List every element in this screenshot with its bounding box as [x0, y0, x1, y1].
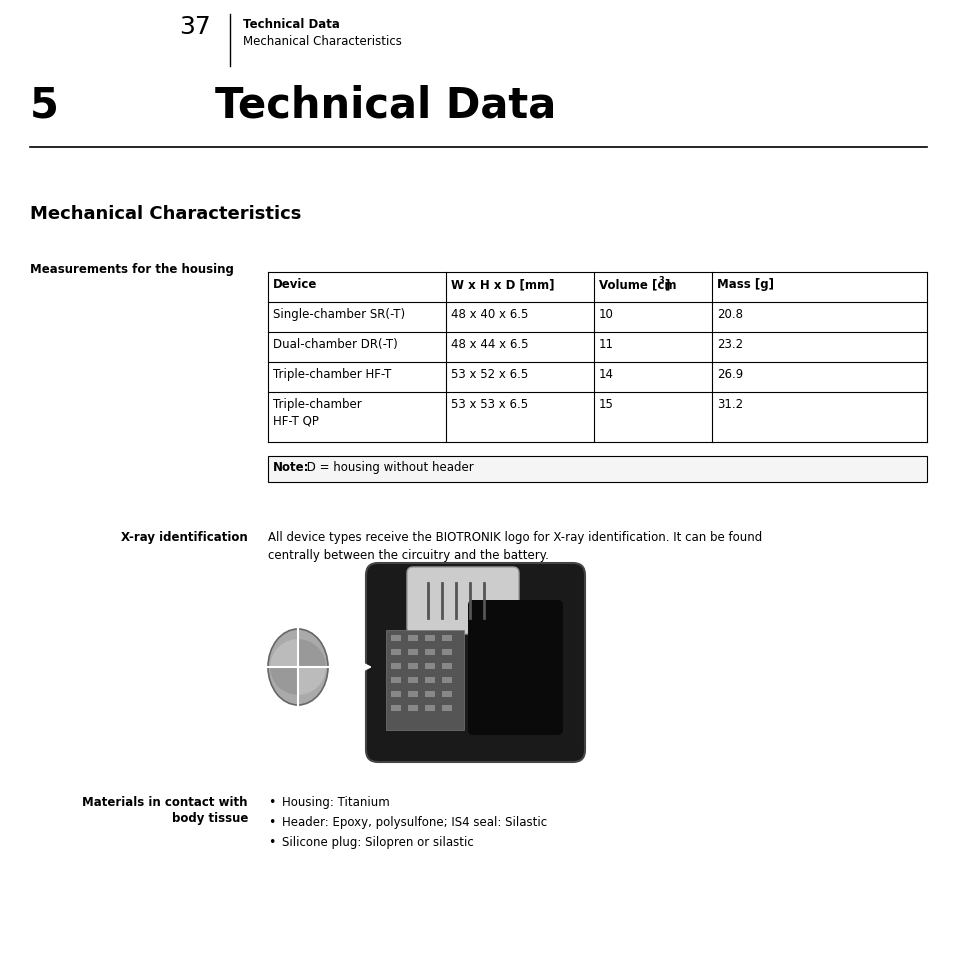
- Text: Silicone plug: Silopren or silastic: Silicone plug: Silopren or silastic: [282, 835, 474, 848]
- Bar: [386, 631, 464, 731]
- Bar: [391, 705, 401, 711]
- Text: 48 x 44 x 6.5: 48 x 44 x 6.5: [451, 337, 528, 351]
- Text: 14: 14: [599, 368, 614, 380]
- Text: Volume [cm: Volume [cm: [599, 278, 677, 290]
- Bar: [391, 663, 401, 669]
- Text: 10: 10: [599, 308, 613, 321]
- Bar: [408, 636, 418, 642]
- Text: Mechanical Characteristics: Mechanical Characteristics: [30, 204, 301, 223]
- Text: Triple-chamber HF-T: Triple-chamber HF-T: [273, 368, 391, 380]
- Text: Note:: Note:: [273, 461, 309, 473]
- Text: D = housing without header: D = housing without header: [303, 461, 474, 473]
- Text: Materials in contact with: Materials in contact with: [82, 795, 248, 808]
- Ellipse shape: [268, 630, 328, 705]
- Bar: [408, 649, 418, 655]
- Text: X-ray identification: X-ray identification: [122, 530, 248, 544]
- Bar: [425, 663, 435, 669]
- Text: All device types receive the BIOTRONIK logo for X-ray identification. It can be : All device types receive the BIOTRONIK l…: [268, 530, 762, 562]
- Text: 15: 15: [599, 398, 613, 411]
- Text: body tissue: body tissue: [171, 811, 248, 824]
- Bar: [425, 678, 435, 684]
- Text: Housing: Titanium: Housing: Titanium: [282, 795, 389, 808]
- Text: 11: 11: [599, 337, 614, 351]
- Text: •: •: [268, 816, 276, 828]
- Text: 53 x 53 x 6.5: 53 x 53 x 6.5: [451, 398, 528, 411]
- Bar: [391, 678, 401, 684]
- Text: Technical Data: Technical Data: [215, 85, 556, 127]
- Text: W x H x D [mm]: W x H x D [mm]: [451, 278, 554, 290]
- Bar: [391, 691, 401, 697]
- Text: Single-chamber SR(-T): Single-chamber SR(-T): [273, 308, 405, 321]
- Bar: [442, 649, 452, 655]
- Bar: [408, 691, 418, 697]
- Bar: [425, 691, 435, 697]
- Bar: [425, 636, 435, 642]
- Text: Triple-chamber
HF-T QP: Triple-chamber HF-T QP: [273, 398, 362, 427]
- Bar: [442, 663, 452, 669]
- Bar: [442, 705, 452, 711]
- Text: •: •: [268, 795, 276, 808]
- Wedge shape: [270, 667, 298, 695]
- Text: 31.2: 31.2: [717, 398, 744, 411]
- Text: Device: Device: [273, 278, 318, 290]
- Text: Measurements for the housing: Measurements for the housing: [30, 263, 234, 276]
- Bar: [408, 663, 418, 669]
- Text: 37: 37: [179, 15, 211, 39]
- Bar: [442, 691, 452, 697]
- Text: 23.2: 23.2: [717, 337, 744, 351]
- Text: •: •: [268, 835, 276, 848]
- Text: 20.8: 20.8: [717, 308, 743, 321]
- Text: Mass [g]: Mass [g]: [717, 278, 774, 290]
- FancyBboxPatch shape: [468, 600, 563, 735]
- Text: Dual-chamber DR(-T): Dual-chamber DR(-T): [273, 337, 398, 351]
- Bar: [408, 678, 418, 684]
- Bar: [268, 457, 927, 482]
- Wedge shape: [270, 640, 298, 667]
- Bar: [408, 705, 418, 711]
- Bar: [442, 636, 452, 642]
- Bar: [442, 678, 452, 684]
- FancyBboxPatch shape: [366, 563, 585, 762]
- Text: Technical Data: Technical Data: [243, 18, 340, 31]
- Text: 48 x 40 x 6.5: 48 x 40 x 6.5: [451, 308, 528, 321]
- Text: 26.9: 26.9: [717, 368, 744, 380]
- Bar: [425, 705, 435, 711]
- Text: Mechanical Characteristics: Mechanical Characteristics: [243, 35, 402, 48]
- Text: 53 x 52 x 6.5: 53 x 52 x 6.5: [451, 368, 528, 380]
- Text: 3: 3: [658, 276, 664, 285]
- Bar: [425, 649, 435, 655]
- Wedge shape: [298, 667, 326, 695]
- Bar: [391, 636, 401, 642]
- Text: ]: ]: [664, 278, 669, 290]
- Wedge shape: [298, 640, 326, 667]
- Text: Header: Epoxy, polysulfone; IS4 seal: Silastic: Header: Epoxy, polysulfone; IS4 seal: Si…: [282, 816, 547, 828]
- Text: 5: 5: [30, 85, 59, 127]
- Bar: [391, 649, 401, 655]
- FancyBboxPatch shape: [407, 567, 519, 635]
